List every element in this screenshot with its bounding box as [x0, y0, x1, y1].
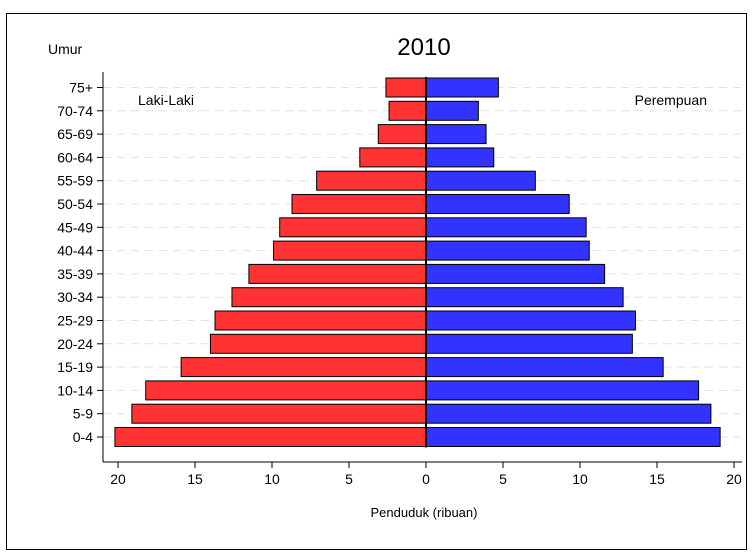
y-tick-label: 30-34	[57, 289, 93, 305]
y-tick-label: 0-4	[73, 429, 93, 445]
bar-male-50-54	[291, 194, 427, 214]
bar-female-70-74	[425, 100, 479, 121]
bar-female-55-59	[425, 170, 536, 191]
x-tick-label: 10	[264, 471, 280, 487]
bar-female-25-29	[425, 310, 636, 331]
bar-male-20-24	[209, 333, 427, 354]
y-tick-label: 10-14	[57, 382, 93, 398]
series-label-male: Laki-Laki	[138, 92, 194, 108]
bar-female-75+	[425, 77, 499, 98]
bar-female-65-69	[425, 124, 487, 145]
bar-male-45-49	[279, 217, 427, 238]
bar-female-15-19	[425, 357, 664, 378]
series-label-female: Perempuan	[635, 92, 707, 108]
x-tick-label: 0	[422, 471, 430, 487]
y-tick-label: 50-54	[57, 196, 93, 212]
bar-male-65-69	[377, 124, 427, 145]
x-tick-label: 15	[649, 471, 665, 487]
x-tick-label: 5	[345, 471, 353, 487]
bar-female-60-64	[425, 147, 495, 168]
bar-male-70-74	[388, 100, 427, 121]
bar-female-35-39	[425, 263, 606, 284]
y-tick-label: 70-74	[57, 103, 93, 119]
chart-frame: 0-4 5-9 10-14 15-19 20-24 25-29 30-34 35-39 40-4…	[6, 13, 747, 550]
y-tick-label: 25-29	[57, 313, 93, 329]
bar-female-50-54	[425, 194, 570, 214]
bar-male-35-39	[248, 263, 427, 284]
x-tick-label: 20	[110, 471, 126, 487]
bar-female-40-44	[425, 240, 590, 261]
bar-male-60-64	[359, 147, 427, 168]
bar-female-10-14	[425, 380, 700, 401]
labels: 2010 Umur Penduduk (ribuan) Laki-Laki Pe…	[48, 34, 707, 520]
bar-male-0-4	[114, 427, 427, 447]
bars	[114, 77, 721, 447]
y-tick-label: 60-64	[57, 149, 93, 165]
bar-female-5-9	[425, 403, 712, 424]
y-tick-label: 15-19	[57, 359, 93, 375]
x-tick-label: 20	[726, 471, 742, 487]
y-tick-label: 65-69	[57, 126, 93, 142]
y-tick-label: 55-59	[57, 173, 93, 189]
y-tick-label: 45-49	[57, 219, 93, 235]
chart-title: 2010	[397, 34, 450, 61]
x-axis-label: Penduduk (ribuan)	[371, 505, 478, 520]
y-tick-label: 40-44	[57, 243, 93, 259]
bar-female-0-4	[425, 427, 721, 447]
bar-female-20-24	[425, 333, 633, 354]
bar-male-15-19	[180, 357, 427, 378]
x-tick-label: 15	[187, 471, 203, 487]
bar-male-10-14	[145, 380, 427, 401]
axes: 0-4 5-9 10-14 15-19 20-24 25-29 30-34 35-39 40-4…	[57, 72, 742, 487]
x-tick-label: 10	[572, 471, 588, 487]
y-axis-label: Umur	[48, 41, 83, 57]
bar-male-30-34	[231, 287, 427, 308]
population-pyramid-chart: 0-4 5-9 10-14 15-19 20-24 25-29 30-34 35-39 40-4…	[48, 34, 742, 520]
y-tick-label: 5-9	[73, 406, 93, 422]
bar-male-55-59	[316, 170, 427, 191]
y-tick-label: 35-39	[57, 266, 93, 282]
bar-female-30-34	[425, 287, 624, 308]
y-tick-label: 20-24	[57, 336, 93, 352]
x-tick-label: 5	[499, 471, 507, 487]
bar-female-45-49	[425, 217, 587, 238]
bar-male-40-44	[273, 240, 427, 261]
bar-male-25-29	[214, 310, 427, 331]
bar-male-75+	[385, 77, 427, 98]
bar-male-5-9	[131, 403, 427, 424]
y-tick-label: 75+	[69, 80, 93, 96]
